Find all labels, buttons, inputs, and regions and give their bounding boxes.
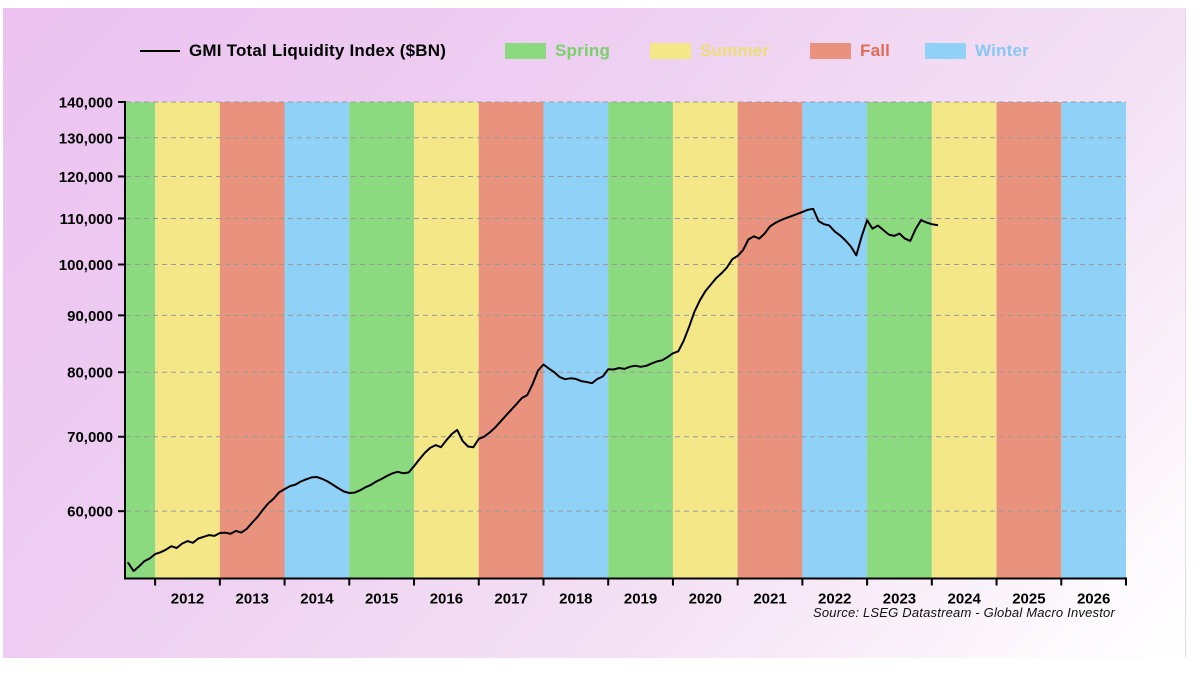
x-axis-label: 2020 [689, 591, 722, 608]
x-axis-label: 2021 [753, 591, 786, 608]
winter-label: Winter [975, 41, 1029, 60]
season-band-2012-summer [155, 102, 220, 578]
legend-item-fall: Fall [810, 38, 890, 64]
y-axis-label: 110,000 [60, 211, 113, 228]
fall-swatch [810, 43, 851, 59]
spring-label: Spring [555, 41, 611, 60]
season-band-2019-spring [608, 102, 673, 578]
season-band-2014-winter [284, 102, 350, 578]
plot-area: 60,000 70,000 80,000 90,000 100,000 110,000 12… [59, 95, 1127, 608]
season-band-2011-spring [126, 102, 156, 578]
chart-legend: GMI Total Liquidity Index ($BN) Spring S… [3, 38, 1185, 64]
x-axis-label: 2026 [1077, 591, 1110, 608]
x-axis-label: 2016 [430, 591, 463, 608]
season-band-2023-spring [867, 102, 932, 578]
legend-item-spring: Spring [505, 38, 610, 64]
source-note: Source: LSEG Datastream - Global Macro I… [812, 605, 1115, 620]
season-band-2018-winter [543, 102, 609, 578]
season-band-2020-summer [672, 102, 738, 578]
x-axis-label: 2025 [1012, 591, 1045, 608]
x-axis-label: 2013 [236, 591, 269, 608]
y-axis-label: 100,000 [59, 257, 113, 274]
series-line-swatch [140, 50, 180, 52]
season-band-2015-spring [349, 102, 415, 578]
x-axis-label: 2018 [559, 591, 592, 608]
season-band-2016-summer [414, 102, 479, 578]
series-legend-entry: GMI Total Liquidity Index ($BN) [140, 38, 446, 64]
x-axis-label: 2012 [171, 591, 204, 608]
y-axis-label: 120,000 [59, 169, 113, 186]
season-band-2017-fall [478, 102, 544, 578]
x-axis-label: 2017 [494, 591, 527, 608]
summer-swatch [650, 43, 691, 59]
season-band-2025-fall [996, 102, 1062, 578]
season-band-2021-fall [737, 102, 803, 578]
x-axis-label: 2015 [365, 591, 398, 608]
x-axis-label: 2024 [948, 591, 982, 608]
fall-label: Fall [860, 41, 891, 60]
season-band-2024-summer [931, 102, 997, 578]
x-axis-label: 2023 [883, 591, 916, 608]
legend-item-winter: Winter [925, 38, 1029, 64]
season-band-2026-winter [1061, 102, 1126, 578]
x-axis-label: 2019 [624, 591, 657, 608]
season-band-2013-fall [219, 102, 285, 578]
summer-label: Summer [700, 41, 770, 60]
season-band-2022-winter [802, 102, 868, 578]
x-axis-label: 2014 [300, 591, 334, 608]
chart-canvas: GMI Total Liquidity Index ($BN) Spring S… [3, 8, 1186, 658]
winter-swatch [925, 43, 966, 59]
y-axis-label: 90,000 [67, 308, 113, 325]
x-axis-label: 2022 [818, 591, 851, 608]
y-axis-label: 130,000 [59, 130, 113, 147]
chart-title: GMI Total Liquidity Index ($BN) [189, 41, 447, 60]
y-axis-label: 60,000 [67, 504, 113, 521]
y-axis-label: 80,000 [67, 365, 113, 382]
data-line-gmi-total-liquidity [127, 207, 939, 573]
y-axis-label: 70,000 [67, 429, 113, 446]
y-axis-label: 140,000 [59, 95, 113, 112]
spring-swatch [505, 43, 546, 59]
legend-item-summer: Summer [650, 38, 769, 64]
